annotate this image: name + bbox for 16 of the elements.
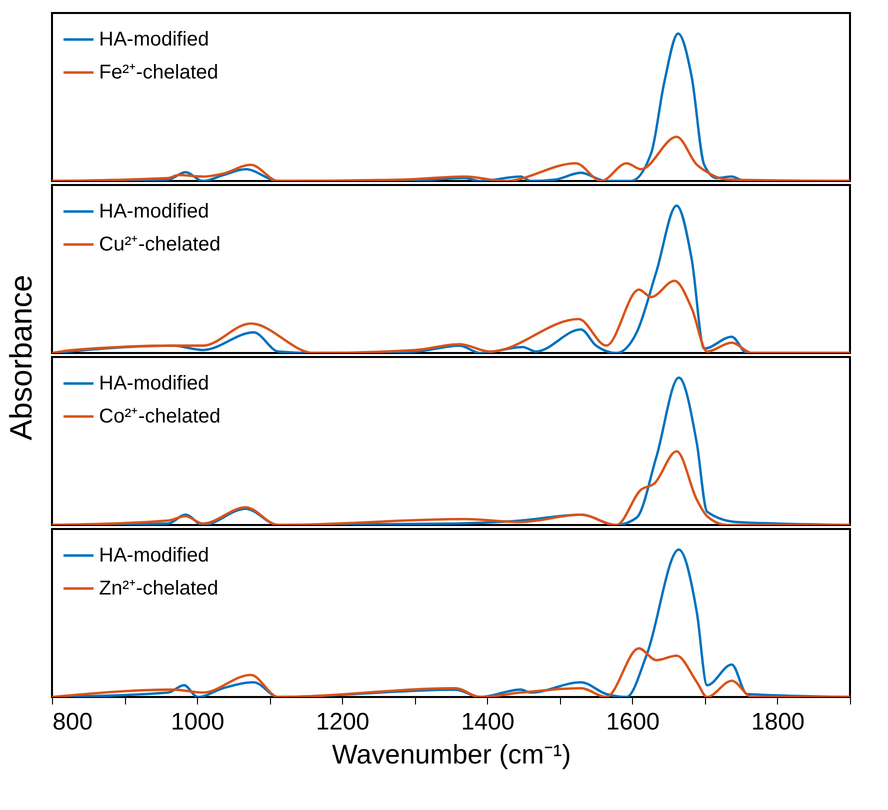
x-tick-label: 800 xyxy=(52,708,93,736)
legend-label: HA-modified xyxy=(99,200,210,222)
x-axis-title: Wavenumber (cm⁻¹) xyxy=(332,740,572,770)
legend-label: HA-modified xyxy=(99,28,210,50)
legend-label: Co²⁺-chelated xyxy=(99,406,221,428)
legend-label: HA-modified xyxy=(99,372,210,394)
x-tick-label: 1000 xyxy=(170,708,224,736)
x-tick-label: 1600 xyxy=(606,708,660,736)
legend-label: Zn²⁺-chelated xyxy=(99,578,218,600)
x-tick-label: 1400 xyxy=(461,708,514,736)
x-tick-label: 1800 xyxy=(751,708,805,736)
legend-label: Cu²⁺-chelated xyxy=(99,234,221,256)
legend-label: HA-modified xyxy=(99,544,210,566)
x-tick-label: 1200 xyxy=(316,708,370,736)
legend-label: Fe²⁺-chelated xyxy=(99,62,218,84)
y-axis-title: Absorbance xyxy=(4,274,38,440)
